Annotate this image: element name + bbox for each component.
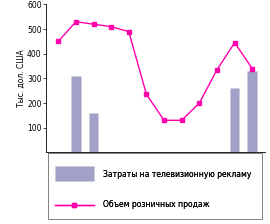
Text: Затраты на телевизионную рекламу: Затраты на телевизионную рекламу bbox=[103, 170, 251, 179]
Bar bbox=[230, 88, 239, 152]
Bar bbox=[89, 113, 98, 152]
Bar bbox=[247, 71, 257, 152]
FancyBboxPatch shape bbox=[55, 166, 94, 181]
FancyBboxPatch shape bbox=[48, 153, 262, 219]
FancyBboxPatch shape bbox=[55, 166, 94, 181]
Text: Затраты на телевизионную рекламу: Затраты на телевизионную рекламу bbox=[103, 170, 251, 179]
X-axis label: Месяц: Месяц bbox=[140, 168, 170, 177]
Text: Объем розничных продаж: Объем розничных продаж bbox=[103, 200, 210, 209]
Y-axis label: Тыс. дол. США: Тыс. дол. США bbox=[17, 50, 26, 107]
Bar bbox=[71, 76, 81, 152]
Text: Объем розничных продаж: Объем розничных продаж bbox=[103, 200, 210, 209]
